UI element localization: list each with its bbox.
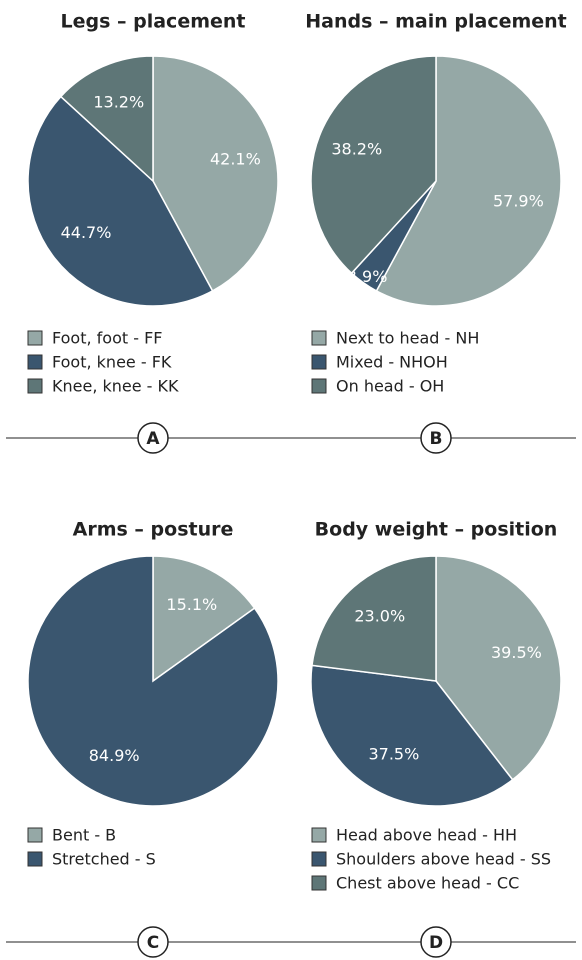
pie-slice [27, 555, 279, 807]
value-label: 84.9% [89, 746, 140, 765]
value-label: 39.5% [491, 643, 542, 662]
legend-label: Chest above head - CC [336, 874, 519, 893]
value-label: 15.1% [166, 595, 217, 614]
panel-label: B [430, 429, 443, 449]
value-label: 44.7% [61, 223, 112, 242]
panel-circle [137, 926, 169, 958]
panel-label: D [429, 933, 443, 953]
legend-swatch [311, 875, 327, 891]
pie-slice [152, 555, 256, 683]
value-label: 38.2% [331, 140, 382, 159]
chart-title: Hands – main placement [305, 11, 567, 33]
value-label: 13.2% [93, 93, 144, 112]
value-label: 3.9% [347, 267, 388, 286]
legend-swatch [311, 378, 327, 394]
pie-slice [27, 95, 214, 307]
legend-swatch [311, 330, 327, 346]
value-label: 37.5% [368, 744, 419, 763]
panel-circle [420, 422, 452, 454]
legend-label: Foot, foot - FF [52, 329, 163, 348]
legend-label: Bent - B [52, 826, 116, 845]
legend-swatch [311, 851, 327, 867]
value-label: 42.1% [210, 150, 261, 169]
pie-slice [311, 555, 437, 682]
panel-label: C [147, 933, 159, 953]
legend-label: Head above head - HH [336, 826, 517, 845]
pie-slice [152, 55, 279, 292]
legend-label: Foot, knee - FK [52, 353, 172, 372]
pie-slice [435, 555, 562, 781]
chart-title: Body weight – position [315, 519, 558, 541]
legend-swatch [27, 851, 43, 867]
legend-label: Knee, knee - KK [52, 377, 179, 396]
legend-label: Mixed - NHOH [336, 353, 448, 372]
value-label: 23.0% [354, 607, 405, 626]
chart-title: Legs – placement [60, 11, 245, 33]
legend-swatch [27, 378, 43, 394]
pie-slice [310, 55, 437, 275]
panel-label: A [146, 429, 160, 449]
pie-slice [375, 55, 562, 307]
legend-swatch [311, 827, 327, 843]
legend-swatch [27, 330, 43, 346]
pie-slice [310, 664, 514, 807]
legend-label: Shoulders above head - SS [336, 850, 551, 869]
legend-label: Stretched - S [52, 850, 156, 869]
legend-swatch [27, 354, 43, 370]
panel-circle [420, 926, 452, 958]
legend-label: Next to head - NH [336, 329, 479, 348]
value-label: 57.9% [493, 191, 544, 210]
chart-title: Arms – posture [73, 519, 234, 541]
legend-swatch [311, 354, 327, 370]
legend-label: On head - OH [336, 377, 444, 396]
legend-swatch [27, 827, 43, 843]
pie-slice [59, 55, 154, 183]
panel-circle [137, 422, 169, 454]
